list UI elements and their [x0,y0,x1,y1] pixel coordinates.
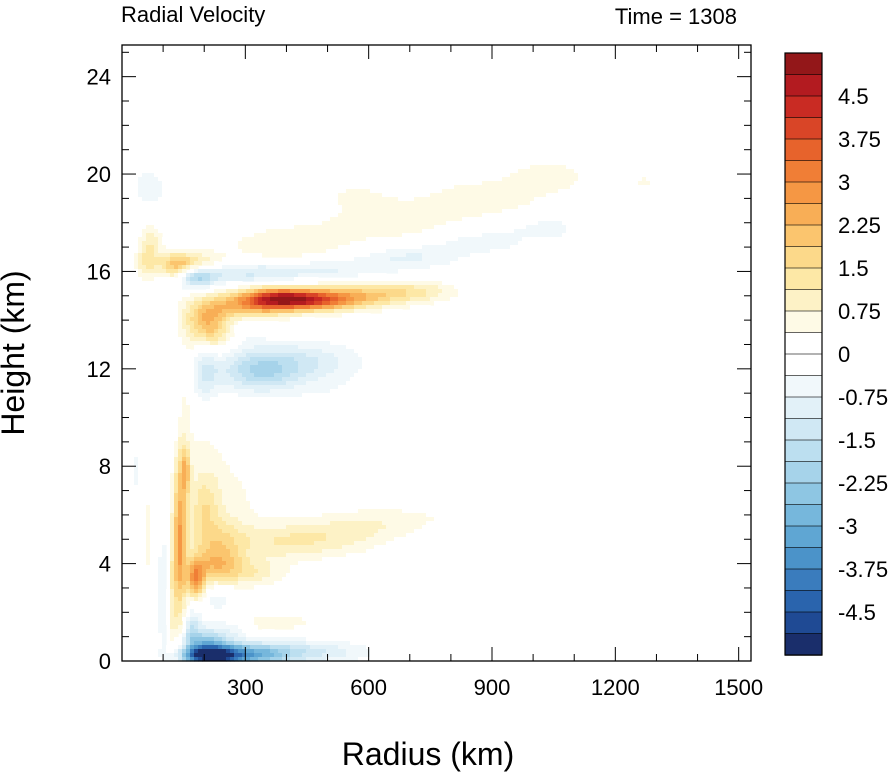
colorbar-label: 0.75 [838,299,881,324]
y-tick-label: 24 [87,65,111,90]
colorbar-segment [784,396,823,420]
colorbar-segment [784,289,823,312]
colorbar-label: 1.5 [838,256,869,281]
time-label: Time = 1308 [615,4,737,29]
colorbar-label: 3 [838,170,850,195]
y-tick-label: 4 [99,552,111,577]
colorbar-segment [784,310,823,334]
colorbar-label: 2.25 [838,213,881,238]
colorbar-segment [784,590,823,613]
x-tick-label: 1500 [714,675,763,700]
colorbar-segment [784,246,823,269]
x-tick-labels: 300 600 900 1200 1500 [227,675,763,700]
colorbar-segment [784,568,823,592]
colorbar-label: 0 [838,342,850,367]
y-tick-label: 0 [99,649,111,674]
colorbar-labels: 4.5 3.75 3 2.25 1.5 0.75 0 -0.75 -1.5 -2.25 -3 -3.7… [838,84,888,625]
colorbar-segment [784,525,823,549]
colorbar-segment [784,138,823,162]
colorbar-segment [784,160,823,183]
colorbar-segment [784,633,823,656]
colorbar-label: 3.75 [838,127,881,152]
plot-frame [121,44,752,662]
colorbar-segment [784,504,823,527]
colorbar-segment [784,611,823,635]
plot-area [121,44,752,662]
colorbar-segment [784,117,823,140]
y-tick-label: 16 [87,259,111,284]
axis-ticks [122,45,751,662]
colorbar-segment [784,181,823,205]
colorbar-segment [784,418,823,441]
chart-title: Radial Velocity [121,2,265,27]
colorbar-label: -3.75 [838,557,888,582]
colorbar-label: -2.25 [838,471,888,496]
velocity-field [122,153,659,662]
colorbar-segment [784,439,823,463]
colorbar-label: -4.5 [838,600,876,625]
colorbar-segment [784,482,823,506]
y-tick-label: 12 [87,357,111,382]
x-tick-label: 900 [474,675,511,700]
x-axis-label: Radius (km) [342,736,514,772]
colorbar-segment [784,547,823,570]
colorbar-segment [784,353,823,377]
y-tick-labels: 0 4 8 12 16 20 24 [87,65,111,674]
colorbar-segment [784,267,823,291]
colorbar-segment [784,375,823,398]
y-tick-label: 20 [87,162,111,187]
x-tick-label: 600 [350,675,387,700]
colorbar-segment [784,332,823,355]
y-tick-label: 8 [99,454,111,479]
colorbar-label: -1.5 [838,428,876,453]
colorbar-segment [784,224,823,248]
colorbar-segment [784,52,823,76]
y-axis-label: Height (km) [0,270,31,435]
colorbar-label: -0.75 [838,385,888,410]
colorbar-segment [784,461,823,484]
colorbar-label: 4.5 [838,84,869,109]
x-tick-label: 1200 [591,675,640,700]
x-tick-label: 300 [227,675,264,700]
colorbar [784,52,823,656]
colorbar-segment [784,74,823,97]
colorbar-frame [784,52,823,656]
colorbar-label: -3 [838,514,858,539]
colorbar-segment [784,203,823,226]
colorbar-segment [784,95,823,119]
